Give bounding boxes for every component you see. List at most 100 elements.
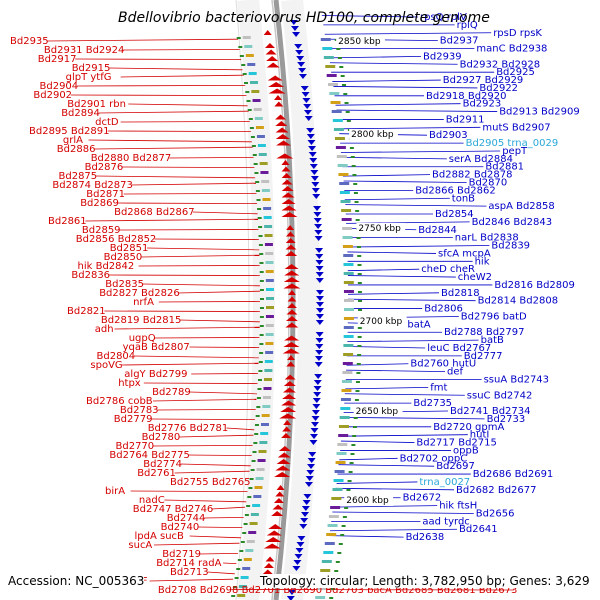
gc-tick <box>259 271 264 273</box>
feature-tick <box>316 587 327 590</box>
left-gene-label: Bd2821 <box>67 306 106 317</box>
forward-gene-arrow <box>281 192 295 198</box>
feature-tick <box>342 245 353 248</box>
gc-tick <box>357 255 362 257</box>
gc-tick <box>258 226 263 228</box>
feature-tick <box>323 551 334 554</box>
left-connector-line <box>121 166 255 169</box>
topology-text: Topology: circular; Length: 3,782,950 bp… <box>260 574 590 588</box>
gc-tick <box>256 406 261 408</box>
left-gene-label: Bd2755 Bd2765 <box>170 477 251 488</box>
right-connector-line <box>347 298 476 302</box>
reverse-gene-arrow <box>302 500 311 505</box>
left-connector-line <box>123 192 257 195</box>
reverse-gene-arrow <box>310 428 319 433</box>
gc-tick <box>353 417 358 419</box>
feature-tick <box>264 243 273 246</box>
gc-tick <box>259 307 264 309</box>
forward-gene-arrow <box>273 95 282 100</box>
forward-gene-arrow <box>281 173 292 178</box>
gc-tick <box>251 145 256 147</box>
gc-tick <box>239 550 244 552</box>
left-connector-line <box>108 274 260 277</box>
right-gene-label: Bd2682 Bd2677 <box>456 485 537 496</box>
gc-tick <box>258 235 263 237</box>
right-connector-line <box>344 197 450 201</box>
right-gene-label: Bd2923 <box>463 99 502 110</box>
gc-tick <box>237 559 242 561</box>
left-connector-line <box>169 157 254 159</box>
feature-tick <box>264 234 273 237</box>
feature-tick <box>322 47 333 50</box>
gc-tick <box>256 397 261 399</box>
left-connector-line <box>95 175 256 179</box>
gc-tick <box>357 291 362 293</box>
reverse-gene-arrow <box>311 410 320 415</box>
gc-tick <box>248 487 253 489</box>
reverse-gene-arrow <box>301 92 310 97</box>
gc-tick <box>357 336 362 338</box>
feature-tick <box>263 216 272 219</box>
left-gene-label: Bd2850 <box>104 252 143 263</box>
reverse-gene-arrow <box>315 248 324 253</box>
feature-tick <box>340 398 351 401</box>
right-connector-line <box>340 440 415 443</box>
forward-gene-arrow <box>275 491 285 497</box>
map-title: Bdellovibrio bacteriovorus HD100, comple… <box>118 10 490 26</box>
feature-tick <box>330 506 341 509</box>
feature-tick <box>324 542 335 545</box>
left-connector-line <box>178 434 254 438</box>
reverse-gene-arrow <box>309 158 318 163</box>
right-gene-label: Bd2937 <box>440 36 479 47</box>
gc-tick <box>254 433 259 435</box>
forward-gene-arrow <box>266 530 282 536</box>
feature-tick <box>343 308 354 311</box>
feature-tick <box>263 207 272 210</box>
feature-tick <box>253 495 262 498</box>
gc-tick <box>257 388 262 390</box>
left-gene-label: Bd2789 <box>152 387 191 398</box>
left-connector-line <box>154 238 259 240</box>
forward-strand-features <box>258 30 301 588</box>
forward-gene-arrow <box>285 231 295 237</box>
left-gene-label: lpdA sucB <box>135 531 185 542</box>
reverse-gene-arrow <box>295 548 304 553</box>
feature-tick <box>240 576 249 579</box>
left-connector-line <box>142 283 260 287</box>
reverse-gene-arrow <box>315 314 324 319</box>
left-gene-label: Bd2871 <box>86 189 125 200</box>
feature-tick <box>343 317 354 320</box>
feature-tick <box>339 416 350 419</box>
gc-tick <box>255 415 260 417</box>
left-gene-label: Bd2931 Bd2924 <box>44 45 125 56</box>
feature-tick <box>245 549 254 552</box>
left-gene-label: nadC <box>139 495 165 506</box>
gc-tick <box>346 489 351 491</box>
feature-tick <box>248 72 257 75</box>
right-gene-label: Bd2741 Bd2734 <box>450 406 531 417</box>
feature-tick <box>248 531 257 534</box>
right-connector-line <box>333 86 478 89</box>
reverse-gene-arrow <box>314 374 323 379</box>
reverse-gene-arrow <box>315 344 324 349</box>
gc-tick <box>257 208 262 210</box>
feature-tick <box>332 119 343 122</box>
left-gene-label: Bd2876 <box>85 162 124 173</box>
right-gene-label: rpsQ rplV <box>420 12 467 23</box>
feature-tick <box>263 378 272 381</box>
gc-tick <box>357 354 362 356</box>
right-gene-label: Bd2866 Bd2862 <box>415 185 496 196</box>
right-gene-label: Bd2818 <box>441 288 480 299</box>
left-gene-label: Bd2786 cobB <box>86 396 153 407</box>
reverse-gene-arrow <box>308 452 317 457</box>
feature-tick <box>342 236 353 239</box>
right-gene-label: Bd2816 Bd2809 <box>494 280 575 291</box>
gc-tick <box>257 217 262 219</box>
left-connector-line <box>204 517 244 519</box>
gc-tick <box>337 552 342 554</box>
feature-tick <box>265 270 274 273</box>
forward-gene-arrow <box>274 101 284 107</box>
feature-tick <box>265 279 274 282</box>
feature-tick <box>265 315 274 318</box>
